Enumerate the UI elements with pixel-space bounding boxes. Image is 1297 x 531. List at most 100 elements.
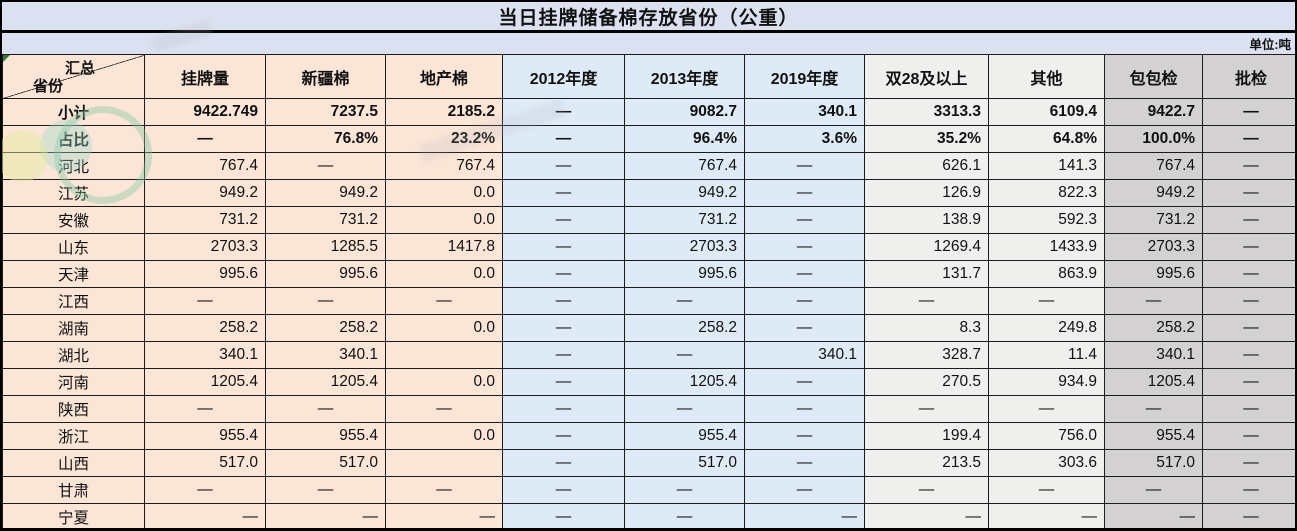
table-cell: — <box>385 395 503 423</box>
table-cell: — <box>1202 206 1295 234</box>
table-cell: 731.2 <box>265 206 386 234</box>
table-cell: 258.2 <box>624 314 745 342</box>
green-corner-triangle-icon <box>3 55 10 62</box>
table-cell: 249.8 <box>988 314 1105 342</box>
row-label: 小计 <box>2 98 145 126</box>
table-cell: — <box>265 152 386 180</box>
table-cell: — <box>502 476 625 504</box>
table-cell: — <box>502 206 625 234</box>
table-cell: 270.5 <box>864 368 989 396</box>
table-cell: 626.1 <box>864 152 989 180</box>
table-cell: 2703.3 <box>144 233 266 261</box>
table-cell: — <box>864 287 989 315</box>
table-cell: 2703.3 <box>1104 233 1203 261</box>
table-cell: 64.8% <box>988 125 1105 153</box>
table-cell: 1205.4 <box>624 368 745 396</box>
table-row: 湖北 340.1 340.1— —340.1 328.7 11.4 340.1— <box>2 341 1295 369</box>
table-cell: — <box>144 395 266 423</box>
table-cell: 76.8% <box>265 125 386 153</box>
table-row: 甘肃 — — — — — — — — — — <box>2 476 1295 504</box>
table-cell: — <box>744 233 865 261</box>
table-cell: — <box>1202 449 1295 477</box>
column-header: 包包检 <box>1104 54 1203 99</box>
table-cell: — <box>624 341 745 369</box>
table-cell: — <box>502 449 625 477</box>
table-row: 陕西 — — — — — — — — — — <box>2 395 1295 423</box>
table-cell: — <box>502 260 625 288</box>
table-cell: — <box>624 503 745 528</box>
table-cell: — <box>1202 503 1295 528</box>
table-cell: — <box>1202 287 1295 315</box>
table-cell: 6109.4 <box>988 98 1105 126</box>
row-label: 占比 <box>2 125 145 153</box>
table-cell: 7237.5 <box>265 98 386 126</box>
table-cell: — <box>144 476 266 504</box>
table-cell: — <box>144 287 266 315</box>
table-cell: — <box>744 179 865 207</box>
table-cell: 138.9 <box>864 206 989 234</box>
table-cell: 767.4 <box>385 152 503 180</box>
table-cell: — <box>1202 476 1295 504</box>
row-label: 江西 <box>2 287 145 315</box>
table-cell: 731.2 <box>624 206 745 234</box>
table-cell: 995.6 <box>144 260 266 288</box>
table-cell: — <box>744 206 865 234</box>
table-cell: — <box>988 287 1105 315</box>
table-cell: 822.3 <box>988 179 1105 207</box>
table-cell: 0.0 <box>385 314 503 342</box>
table-cell: — <box>385 503 503 528</box>
table-cell: 949.2 <box>265 179 386 207</box>
table-cell: — <box>1202 314 1295 342</box>
table-cell: 11.4 <box>988 341 1105 369</box>
table-cell: 131.7 <box>864 260 989 288</box>
corner-bottom-label: 省份 <box>33 78 64 95</box>
row-label: 湖南 <box>2 314 145 342</box>
table-cell: — <box>744 368 865 396</box>
row-label: 河南 <box>2 368 145 396</box>
table-row: 河南 1205.4 1205.4 0.0—1205.4—270.5 934.9 1205.… <box>2 368 1295 396</box>
table-cell: — <box>744 260 865 288</box>
table-row: 河北 767.4—767.4—767.4—626.1 141.3 767.4— <box>2 152 1295 180</box>
column-header: 新疆棉 <box>265 54 386 99</box>
table-cell: 0.0 <box>385 206 503 234</box>
table-cell: — <box>864 395 989 423</box>
table-cell: 731.2 <box>144 206 266 234</box>
table-cell: — <box>502 395 625 423</box>
table-cell: — <box>385 476 503 504</box>
table-cell: 756.0 <box>988 422 1105 450</box>
table-cell: 258.2 <box>265 314 386 342</box>
row-label: 甘肃 <box>2 476 145 504</box>
table-cell: — <box>265 287 386 315</box>
table-cell: — <box>1202 422 1295 450</box>
table-cell <box>385 341 503 369</box>
table-cell: 23.2% <box>385 125 503 153</box>
table-cell: 731.2 <box>1104 206 1203 234</box>
table-cell: 1205.4 <box>265 368 386 396</box>
table-cell: — <box>502 152 625 180</box>
table-cell: 0.0 <box>385 179 503 207</box>
row-label: 山东 <box>2 233 145 261</box>
table-cell: — <box>1202 125 1295 153</box>
row-label: 河北 <box>2 152 145 180</box>
table-cell: 0.0 <box>385 368 503 396</box>
report-title-bar: 当日挂牌储备棉存放省份（公重） <box>2 2 1295 33</box>
table-cell: 9082.7 <box>624 98 745 126</box>
column-header: 其他 <box>988 54 1105 99</box>
table-cell: — <box>744 449 865 477</box>
table-cell: 0.0 <box>385 422 503 450</box>
table-cell: 340.1 <box>744 98 865 126</box>
table-cell: — <box>502 287 625 315</box>
row-label: 宁夏 <box>2 503 145 528</box>
column-header: 地产棉 <box>385 54 503 99</box>
table-cell: — <box>1202 179 1295 207</box>
table-cell: — <box>144 503 266 528</box>
column-header: 2013年度 <box>624 54 745 99</box>
table-cell: 1285.5 <box>265 233 386 261</box>
table-cell: 141.3 <box>988 152 1105 180</box>
table-cell: 955.4 <box>624 422 745 450</box>
table-cell: — <box>1104 395 1203 423</box>
table-cell: 863.9 <box>988 260 1105 288</box>
table-cell: 995.6 <box>1104 260 1203 288</box>
table-cell: — <box>502 314 625 342</box>
